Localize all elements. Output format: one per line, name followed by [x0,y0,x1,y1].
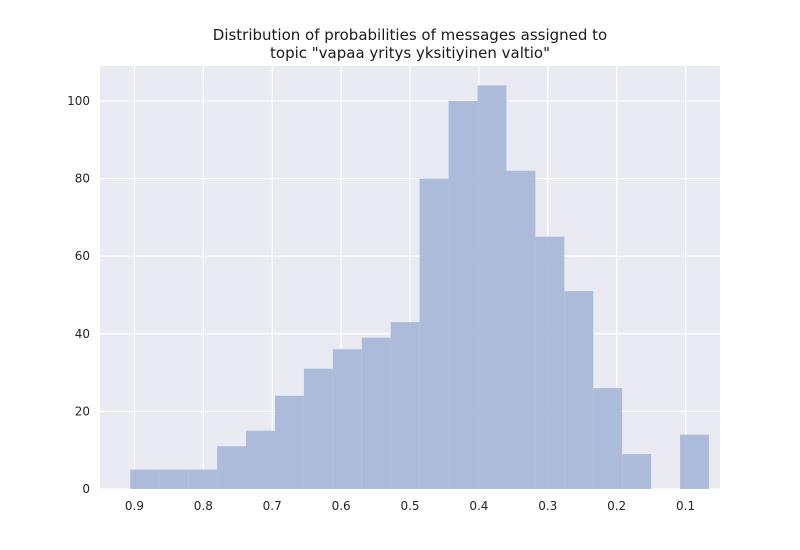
x-axis-ticks: 0.9 0.8 0.7 0.6 0.5 0.4 0.3 0.2 0.1 [125,499,695,513]
histogram-bar [506,170,536,489]
histogram-bar [622,454,652,489]
histogram-bar [130,469,160,489]
histogram-bar [188,469,218,489]
histogram-bar [477,85,507,490]
histogram-bar [390,322,420,489]
histogram-bar [361,337,391,489]
y-axis-ticks: 0 20 40 60 80 100 [67,94,90,496]
histogram-bar [680,434,709,489]
histogram-bar [246,430,275,489]
histogram-bar [564,291,594,489]
x-tick-label: 0.8 [194,499,213,513]
y-tick-label: 20 [75,404,90,418]
chart-title-line-2: topic "vapaa yritys yksitiyinen valtio" [270,44,550,62]
y-tick-label: 80 [75,172,90,186]
x-tick-label: 0.4 [469,499,488,513]
x-tick-label: 0.6 [332,499,351,513]
y-tick-label: 40 [75,327,90,341]
x-tick-label: 0.5 [400,499,419,513]
histogram-bar [448,100,478,490]
histogram-bars [130,85,709,490]
y-tick-label: 60 [75,249,90,263]
histogram-bar [332,349,362,489]
x-tick-label: 0.9 [125,499,144,513]
histogram-bar [593,388,623,489]
histogram-bar [419,178,449,490]
x-tick-label: 0.2 [607,499,626,513]
histogram-bar [274,395,304,489]
y-tick-label: 0 [82,482,90,496]
histogram-bar [159,469,189,489]
chart-title-line-1: Distribution of probabilities of message… [213,26,607,44]
y-tick-label: 100 [67,94,90,108]
histogram-bar [535,236,565,489]
x-tick-label: 0.3 [538,499,557,513]
x-tick-label: 0.7 [263,499,282,513]
histogram-bar [303,368,333,489]
histogram-bar [217,446,247,489]
x-tick-label: 0.1 [676,499,695,513]
